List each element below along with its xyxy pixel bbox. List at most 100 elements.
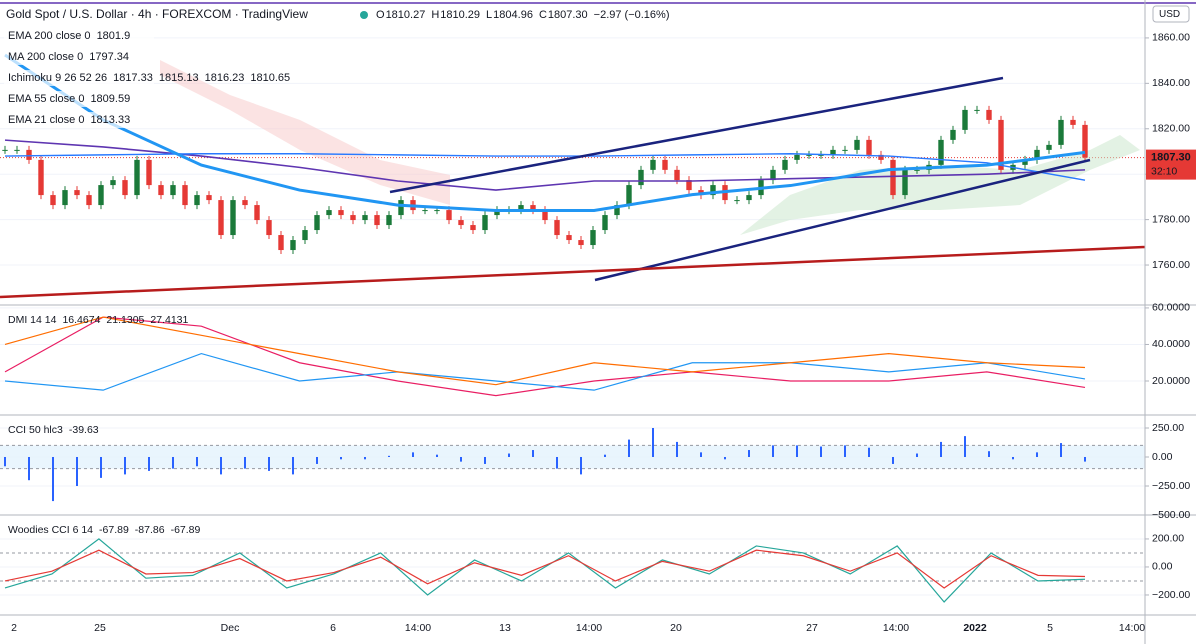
- y-tick-label: −200.00: [1152, 589, 1190, 601]
- bar: [652, 427, 654, 457]
- last-price-tag: [1146, 149, 1196, 180]
- band: [0, 445, 1145, 469]
- bar: [796, 445, 798, 457]
- y-tick-label: 20.0000: [1152, 375, 1190, 387]
- ohlc-key: O: [376, 9, 385, 21]
- legend-value: 21.1305: [106, 314, 144, 326]
- bar: [4, 456, 6, 467]
- y-tick-label: 250.00: [1152, 422, 1184, 434]
- legend-value: -39.63: [69, 424, 99, 436]
- legend-value: 1815.13: [159, 72, 199, 84]
- ohlc-value: 1810.27: [386, 9, 426, 21]
- labels: 1860.001840.001820.001800.001780.001760.…: [4, 28, 1190, 634]
- ohlc-key: L: [486, 9, 492, 21]
- bar: [772, 445, 774, 457]
- indicator-line: [4, 538, 1086, 603]
- bar: [748, 450, 750, 457]
- ohlc-value: 1804.96: [493, 9, 533, 21]
- legend-bg: [4, 70, 154, 86]
- pane-title: Woodies CCI 6 14: [8, 524, 93, 536]
- bar: [940, 441, 942, 457]
- ohlc-value: 1810.29: [440, 9, 480, 21]
- legend-value: 1809.59: [90, 93, 130, 105]
- x-tick-label: Dec: [221, 622, 240, 634]
- x-tick-label: 25: [94, 622, 106, 634]
- x-tick-label: 27: [806, 622, 818, 634]
- bar: [436, 454, 438, 457]
- y-tick-label: 200.00: [1152, 533, 1184, 545]
- bar: [532, 450, 534, 457]
- bar: [244, 456, 246, 469]
- legend-value: 1816.23: [205, 72, 245, 84]
- legend-value: 1813.33: [90, 114, 130, 126]
- legend-name: MA 200 close 0: [8, 51, 83, 63]
- x-tick-label: 5: [1047, 622, 1053, 634]
- y-tick-label: −500.00: [1152, 509, 1190, 521]
- y-tick-label: 0.00: [1152, 561, 1173, 573]
- status-dot: [360, 11, 368, 19]
- y-tick-label: 1780.00: [1152, 213, 1190, 225]
- legend-name: Ichimoku 9 26 52 26: [8, 72, 107, 84]
- last-price-label: 1807.30: [1151, 152, 1191, 164]
- bar: [316, 456, 318, 464]
- bar: [676, 441, 678, 457]
- bar: [268, 456, 270, 471]
- pane-title: DMI 14 14: [8, 314, 57, 326]
- bar: [28, 456, 30, 481]
- bar: [844, 445, 846, 457]
- bar: [556, 456, 558, 469]
- bar: [412, 452, 414, 457]
- legend-value: -87.86: [135, 524, 165, 536]
- y-tick-label: 0.00: [1152, 451, 1173, 463]
- legend-value: 1801.9: [97, 30, 131, 42]
- bar: [292, 456, 294, 475]
- x-tick-label: 20: [670, 622, 682, 634]
- x-tick-label: 14:00: [883, 622, 909, 634]
- countdown: 32:10: [1151, 165, 1177, 177]
- bar: [100, 456, 102, 478]
- bar: [148, 456, 150, 471]
- currency-button[interactable]: [1152, 5, 1190, 23]
- bar: [868, 447, 870, 457]
- indicator-line: [4, 153, 1086, 181]
- bar: [388, 455, 390, 457]
- bar: [484, 456, 486, 464]
- indicator-line: [4, 316, 1086, 397]
- legend-value: -67.89: [99, 524, 129, 536]
- legend-name: EMA 200 close 0: [8, 30, 91, 42]
- indicator-line: [4, 352, 1086, 391]
- x-tick-label: 13: [499, 622, 511, 634]
- bar: [916, 453, 918, 457]
- legend-value: 1810.65: [250, 72, 290, 84]
- bar: [604, 454, 606, 457]
- ichimoku-cloud: [160, 60, 450, 205]
- bar: [52, 456, 54, 502]
- x-tick-label: 6: [330, 622, 336, 634]
- currency-label[interactable]: USD: [1159, 9, 1180, 20]
- bar: [1060, 443, 1062, 457]
- bar: [508, 453, 510, 457]
- x-tick-label: 14:00: [405, 622, 431, 634]
- pane-title: CCI 50 hlc3: [8, 424, 63, 436]
- indicator-line: [4, 549, 1086, 589]
- legend-bg: [4, 91, 154, 107]
- bar: [580, 456, 582, 475]
- x-tick-label: 14:00: [576, 622, 602, 634]
- bar: [196, 456, 198, 467]
- ohlc-key: C: [539, 9, 547, 21]
- bar: [628, 439, 630, 457]
- ohlc-key: H: [431, 9, 439, 21]
- bar: [988, 451, 990, 457]
- legend-name: EMA 21 close 0: [8, 114, 84, 126]
- bar: [172, 456, 174, 469]
- y-tick-label: 1760.00: [1152, 259, 1190, 271]
- legend-value: -67.89: [171, 524, 201, 536]
- bar: [124, 456, 126, 475]
- change: −2.97 (−0.16%): [594, 9, 670, 21]
- bar: [340, 456, 342, 460]
- bar: [76, 456, 78, 486]
- y-tick-label: 40.0000: [1152, 338, 1190, 350]
- legend-value: 1817.33: [113, 72, 153, 84]
